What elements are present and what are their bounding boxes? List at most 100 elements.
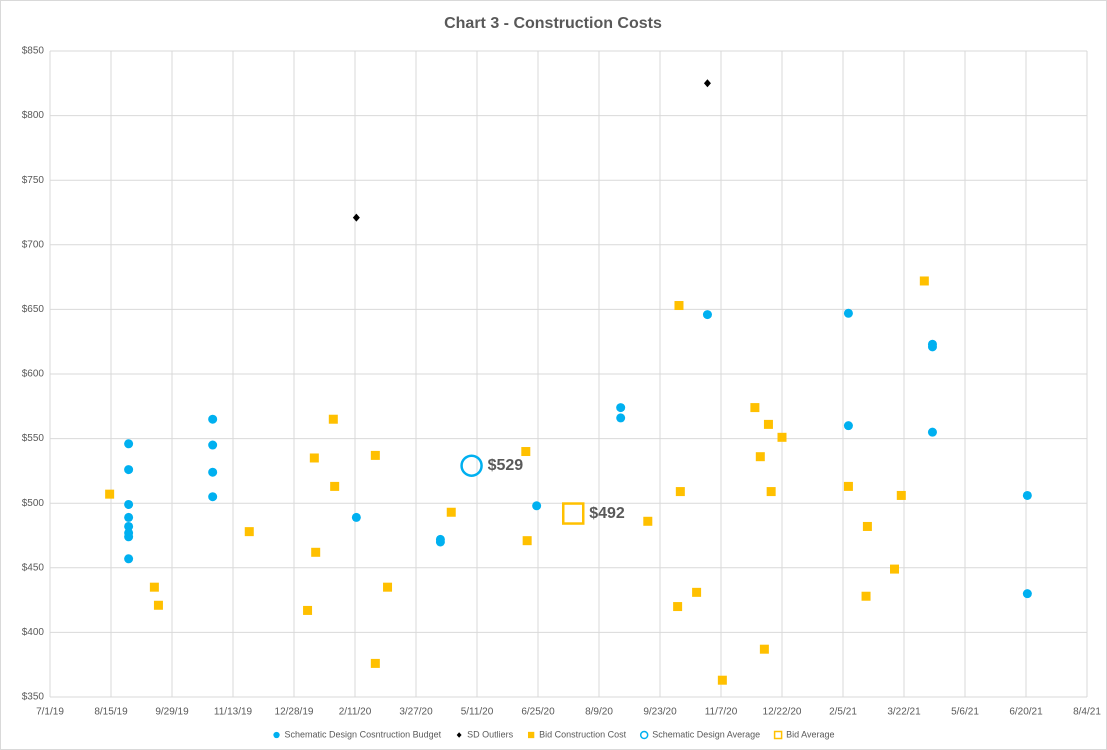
legend-marker <box>527 731 535 739</box>
point <box>532 501 542 511</box>
x-tick-label: 6/25/20 <box>521 707 555 718</box>
legend-label: Bid Construction Cost <box>539 729 627 739</box>
legend-marker <box>639 730 649 740</box>
point <box>703 79 711 88</box>
x-tick-label: 8/15/19 <box>94 707 128 718</box>
x-tick-label: 8/9/20 <box>585 707 613 718</box>
data-label: $529 <box>488 457 524 474</box>
point <box>1022 589 1032 599</box>
point <box>616 413 626 423</box>
y-tick-label: $350 <box>22 692 45 703</box>
point <box>124 532 134 542</box>
average-point <box>561 502 585 525</box>
data-label: $492 <box>589 505 625 522</box>
point <box>675 487 685 497</box>
point <box>643 516 653 526</box>
point <box>124 465 134 475</box>
point <box>124 554 134 564</box>
point <box>435 537 445 547</box>
point <box>862 521 872 531</box>
point <box>717 675 727 685</box>
point <box>919 276 929 286</box>
point <box>521 447 531 457</box>
point <box>777 432 787 442</box>
point <box>522 536 532 546</box>
point <box>208 467 218 477</box>
y-tick-label: $600 <box>22 369 45 380</box>
y-tick-label: $450 <box>22 562 45 573</box>
x-tick-label: 2/11/20 <box>339 707 372 718</box>
x-tick-label: 3/27/20 <box>399 707 433 718</box>
point <box>766 487 776 497</box>
legend-marker <box>773 730 783 740</box>
point <box>124 521 134 531</box>
y-tick-label: $500 <box>22 498 45 509</box>
point <box>702 310 712 320</box>
legend: Schematic Design Cosntruction Budget SD O… <box>273 729 834 739</box>
y-tick-label: $650 <box>22 304 45 315</box>
legend-marker <box>273 731 280 739</box>
y-tick-label: $850 <box>22 46 45 57</box>
point <box>896 490 906 500</box>
y-tick-label: $800 <box>22 110 45 121</box>
x-tick-label: 9/23/20 <box>643 707 677 718</box>
point <box>1022 490 1032 500</box>
legend-marker <box>456 732 462 738</box>
legend-label: Bid Average <box>786 729 834 739</box>
legend-label: SD Outliers <box>467 729 514 739</box>
point <box>208 440 218 450</box>
point <box>446 507 456 517</box>
point <box>124 439 134 449</box>
point <box>208 414 218 424</box>
point <box>750 403 760 413</box>
point <box>843 308 853 318</box>
point <box>370 450 380 460</box>
point <box>208 492 218 502</box>
point <box>759 644 769 654</box>
x-tick-label: 5/11/20 <box>461 707 494 718</box>
legend-label: Schematic Design Cosntruction Budget <box>285 729 442 739</box>
point <box>330 481 340 491</box>
point <box>890 564 900 574</box>
point <box>861 591 871 601</box>
point <box>153 600 163 610</box>
point <box>927 427 937 437</box>
point <box>927 342 937 352</box>
x-tick-label: 8/4/21 <box>1073 707 1101 718</box>
y-tick-label: $400 <box>22 627 45 638</box>
point <box>352 213 360 222</box>
point <box>673 602 683 612</box>
chart-title: Chart 3 - Construction Costs <box>444 15 662 32</box>
point <box>763 419 773 429</box>
x-tick-label: 9/29/19 <box>155 707 189 718</box>
x-tick-label: 5/6/21 <box>951 707 979 718</box>
y-tick-label: $750 <box>22 175 45 186</box>
y-tick-label: $700 <box>22 239 45 250</box>
point <box>244 527 254 537</box>
x-tick-label: 6/20/21 <box>1009 707 1043 718</box>
legend-label: Schematic Design Average <box>652 729 760 739</box>
point <box>309 453 319 463</box>
point <box>383 582 393 592</box>
point <box>149 582 159 592</box>
point <box>124 512 134 522</box>
x-tick-label: 7/1/19 <box>36 707 64 718</box>
point <box>105 489 115 499</box>
point <box>674 301 684 311</box>
average-point <box>460 454 483 477</box>
point <box>303 605 313 615</box>
x-tick-label: 12/28/19 <box>275 707 314 718</box>
point <box>328 414 338 424</box>
point <box>843 481 853 491</box>
point <box>311 547 321 557</box>
x-tick-label: 3/22/21 <box>887 707 921 718</box>
x-tick-label: 11/13/19 <box>214 707 253 718</box>
point <box>616 403 626 413</box>
x-tick-label: 12/22/20 <box>763 707 802 718</box>
y-tick-label: $550 <box>22 433 45 444</box>
point <box>843 421 853 431</box>
point <box>351 512 361 522</box>
point <box>755 452 765 462</box>
